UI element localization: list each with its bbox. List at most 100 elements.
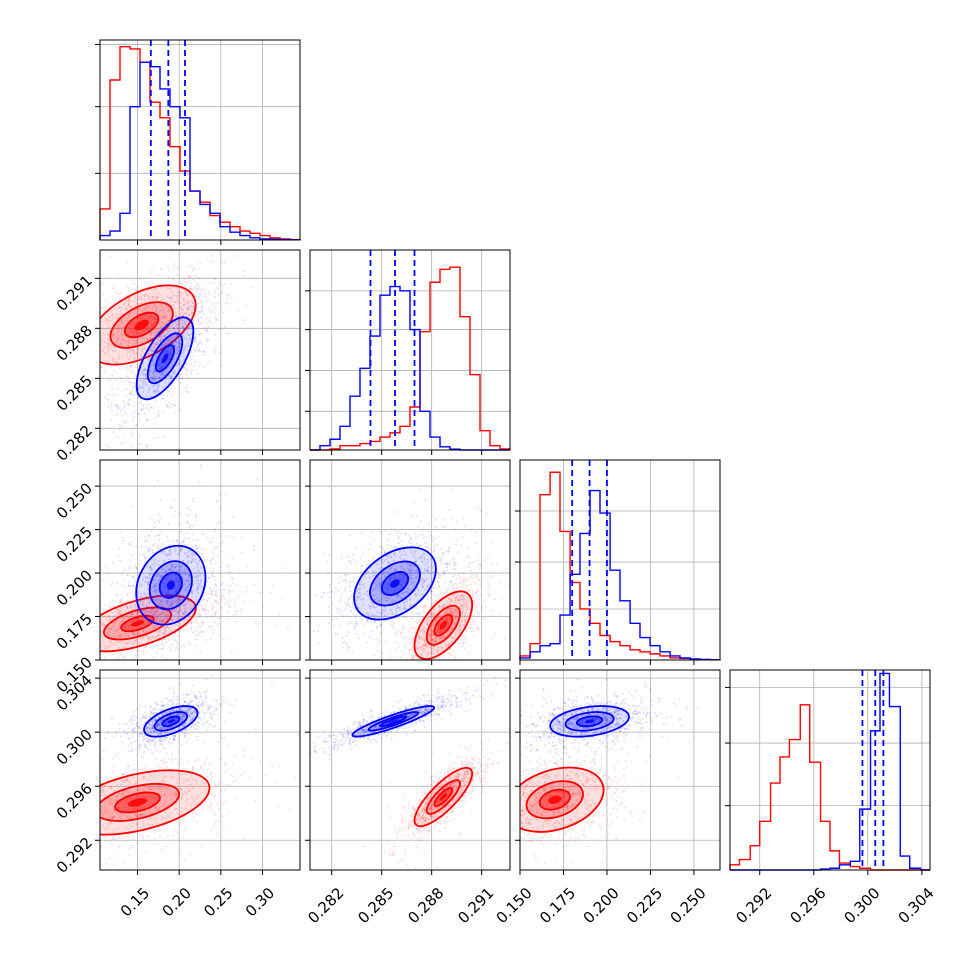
red-scatter-point — [101, 791, 104, 794]
blue-scatter-point — [168, 646, 171, 649]
blue-scatter-point — [195, 638, 198, 641]
red-scatter-point — [111, 611, 114, 614]
blue-scatter-point — [121, 627, 124, 630]
blue-scatter-point — [181, 319, 184, 322]
blue-scatter-point — [150, 384, 153, 387]
red-scatter-point — [214, 345, 217, 348]
blue-scatter-point — [175, 352, 178, 355]
blue-scatter-point — [194, 339, 197, 342]
blue-scatter-point — [159, 599, 162, 602]
red-scatter-point — [203, 741, 206, 744]
red-scatter-point — [174, 648, 177, 651]
red-scatter-point — [107, 826, 110, 829]
blue-scatter-point — [158, 376, 161, 379]
red-scatter-point — [141, 773, 144, 776]
red-scatter-point — [175, 802, 178, 805]
blue-scatter-point — [176, 699, 179, 702]
red-scatter-point — [192, 278, 195, 281]
blue-scatter-point — [109, 606, 112, 609]
blue-scatter-point — [153, 717, 156, 720]
red-scatter-point — [118, 634, 121, 637]
blue-scatter-point — [151, 544, 154, 547]
blue-scatter-point — [129, 392, 132, 395]
blue-scatter-point — [140, 351, 143, 354]
red-scatter-point — [164, 794, 167, 797]
red-scatter-point — [191, 786, 194, 789]
blue-scatter-point — [177, 300, 180, 303]
red-scatter-point — [182, 762, 185, 765]
red-scatter-point — [95, 342, 97, 344]
blue-scatter-point — [166, 615, 169, 618]
blue-scatter-point — [144, 383, 147, 386]
red-scatter-point — [175, 808, 178, 811]
red-scatter-point — [216, 595, 219, 598]
red-scatter-point — [104, 346, 107, 349]
blue-scatter-point — [206, 719, 209, 722]
red-scatter-point — [201, 621, 204, 624]
red-scatter-point — [153, 636, 156, 639]
blue-scatter-point — [148, 354, 151, 357]
red-scatter-point — [183, 290, 186, 293]
red-scatter-point — [175, 640, 178, 643]
red-scatter-point — [236, 596, 239, 599]
red-scatter-point — [161, 786, 164, 789]
blue-scatter-point — [118, 423, 121, 426]
red-scatter-point — [124, 800, 127, 803]
red-scatter-point — [105, 320, 108, 323]
blue-scatter-point — [155, 355, 158, 358]
blue-scatter-point — [144, 624, 147, 627]
blue-scatter-point — [132, 371, 135, 374]
blue-scatter-point — [148, 610, 151, 613]
blue-scatter-point — [176, 629, 179, 632]
red-scatter-point — [151, 572, 154, 575]
red-scatter-point — [185, 590, 188, 593]
red-scatter-point — [91, 653, 93, 655]
blue-scatter-point — [172, 717, 175, 720]
blue-scatter-point — [166, 405, 169, 408]
blue-scatter-point — [179, 530, 182, 533]
blue-scatter-point — [159, 367, 162, 370]
blue-scatter-point — [130, 505, 133, 508]
blue-scatter-point — [152, 597, 155, 600]
blue-scatter-point — [202, 312, 205, 315]
red-scatter-point — [140, 790, 143, 793]
blue-scatter-point — [198, 716, 201, 719]
red-scatter-point — [181, 311, 184, 314]
red-scatter-point — [164, 627, 167, 630]
red-scatter-point — [118, 837, 121, 840]
red-scatter-point — [140, 298, 143, 301]
blue-scatter-point — [147, 583, 150, 586]
red-scatter-point — [88, 762, 90, 764]
blue-scatter-point — [202, 353, 205, 356]
blue-scatter-point — [158, 513, 161, 516]
blue-scatter-point — [195, 328, 198, 331]
blue-scatter-point — [165, 736, 168, 739]
red-scatter-point — [186, 299, 189, 302]
blue-scatter-point — [144, 372, 147, 375]
blue-scatter-point — [163, 550, 166, 553]
red-scatter-point — [176, 762, 179, 765]
red-scatter-point — [119, 610, 122, 613]
red-scatter-point — [128, 298, 131, 301]
blue-scatter-point — [142, 379, 145, 382]
blue-scatter-point — [153, 584, 156, 587]
blue-scatter-point — [193, 553, 196, 556]
red-scatter-point — [135, 813, 138, 816]
red-scatter-point — [137, 302, 140, 305]
blue-scatter-point — [197, 563, 200, 566]
blue-scatter-point — [196, 284, 199, 287]
red-scatter-point — [88, 831, 90, 833]
blue-scatter-point — [183, 328, 186, 331]
red-scatter-point — [81, 828, 83, 830]
red-scatter-point — [182, 338, 185, 341]
red-scatter-point — [175, 323, 178, 326]
blue-scatter-point — [115, 730, 118, 733]
red-scatter-point — [122, 773, 125, 776]
red-scatter-point — [155, 829, 158, 832]
red-scatter-point — [86, 304, 88, 306]
blue-scatter-point — [125, 732, 128, 735]
red-scatter-point — [129, 621, 132, 624]
red-scatter-point — [117, 358, 120, 361]
red-scatter-point — [60, 656, 62, 658]
blue-scatter-point — [171, 371, 174, 374]
